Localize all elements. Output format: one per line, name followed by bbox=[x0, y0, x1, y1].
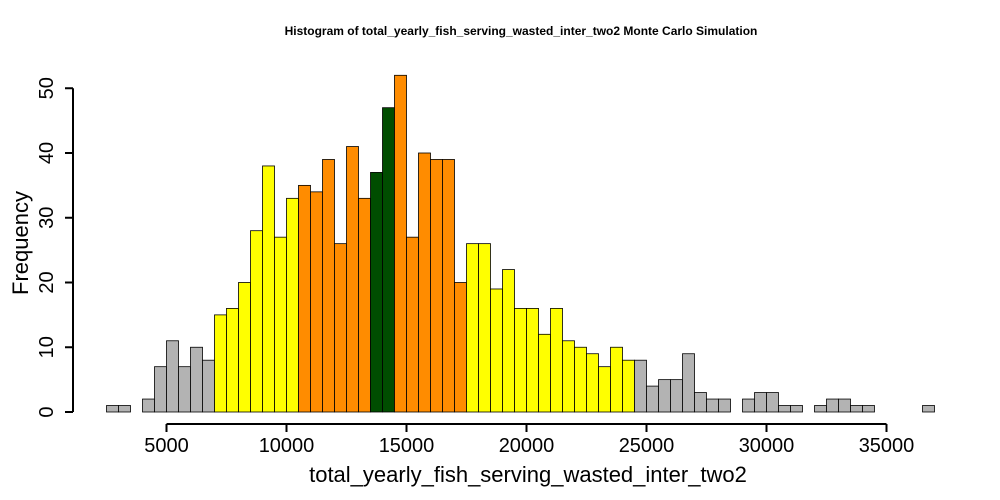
histogram-bar bbox=[394, 74, 407, 413]
histogram-bar bbox=[526, 307, 539, 413]
y-tick-label: 50 bbox=[36, 77, 58, 99]
y-tick-label: 30 bbox=[36, 207, 58, 229]
histogram-bar bbox=[154, 366, 167, 413]
histogram-bar bbox=[478, 243, 491, 413]
histogram-bar bbox=[850, 405, 863, 413]
histogram-bar bbox=[814, 405, 827, 413]
histogram-bar bbox=[646, 385, 659, 413]
histogram-bar bbox=[670, 379, 683, 413]
histogram-bar bbox=[754, 392, 767, 413]
histogram-bar bbox=[190, 346, 203, 413]
histogram-bar bbox=[766, 392, 779, 413]
histogram-bar bbox=[382, 107, 395, 413]
histogram-bar bbox=[682, 353, 695, 413]
x-tick-label: 15000 bbox=[379, 435, 435, 457]
histogram-bar bbox=[310, 191, 323, 413]
histogram-bar bbox=[406, 236, 419, 413]
histogram-bar bbox=[418, 152, 431, 413]
histogram-bar bbox=[598, 366, 611, 413]
y-axis-label: Frequency bbox=[8, 191, 33, 295]
histogram-bar bbox=[586, 353, 599, 413]
histogram-bar bbox=[142, 398, 155, 413]
histogram-bar bbox=[370, 172, 383, 413]
histogram-bar bbox=[430, 159, 443, 413]
y-axis: 0 10 20 30 40 50 bbox=[36, 77, 74, 418]
histogram-bar bbox=[250, 230, 263, 413]
y-tick-label: 10 bbox=[36, 336, 58, 358]
histogram-bar bbox=[634, 359, 647, 413]
histogram-bar bbox=[706, 398, 719, 413]
histogram-bar bbox=[610, 346, 623, 413]
histogram-bar bbox=[862, 405, 875, 413]
bars-group bbox=[106, 74, 935, 413]
histogram-bar bbox=[562, 340, 575, 413]
histogram-bar bbox=[298, 184, 311, 413]
histogram-bar bbox=[274, 236, 287, 413]
x-axis-label: total_yearly_fish_serving_wasted_inter_t… bbox=[309, 462, 747, 487]
histogram-bar bbox=[490, 288, 503, 413]
histogram-bar bbox=[166, 340, 179, 413]
x-tick-label: 30000 bbox=[739, 435, 795, 457]
histogram-bar bbox=[622, 359, 635, 413]
x-tick-label: 25000 bbox=[619, 435, 675, 457]
histogram-bar bbox=[742, 398, 755, 413]
histogram-bar bbox=[658, 379, 671, 413]
x-tick-label: 35000 bbox=[859, 435, 915, 457]
histogram-bar bbox=[322, 159, 335, 413]
histogram-bar bbox=[790, 405, 803, 413]
histogram-bar bbox=[106, 405, 119, 413]
y-tick-label: 40 bbox=[36, 142, 58, 164]
x-axis: 5000 10000 15000 20000 25000 30000 35000 bbox=[144, 423, 915, 457]
histogram-bar bbox=[214, 314, 227, 413]
histogram-bar bbox=[718, 398, 731, 413]
x-tick-label: 10000 bbox=[259, 435, 315, 457]
histogram-bar bbox=[838, 398, 851, 413]
histogram-bar bbox=[694, 392, 707, 413]
histogram-bar bbox=[334, 243, 347, 413]
histogram-bar bbox=[286, 197, 299, 413]
histogram-bar bbox=[202, 359, 215, 413]
histogram-bar bbox=[778, 405, 791, 413]
histogram-bar bbox=[238, 282, 251, 413]
histogram-bar bbox=[574, 346, 587, 413]
histogram-bar bbox=[538, 333, 551, 413]
histogram-bar bbox=[550, 307, 563, 413]
histogram-bar bbox=[454, 282, 467, 413]
histogram-bar bbox=[442, 159, 455, 413]
histogram-bar bbox=[358, 197, 371, 413]
histogram-bar bbox=[826, 398, 839, 413]
histogram-bar bbox=[514, 307, 527, 413]
histogram-bar bbox=[502, 269, 515, 413]
y-tick-label: 20 bbox=[36, 271, 58, 293]
histogram-bar bbox=[922, 405, 935, 413]
x-tick-label: 5000 bbox=[144, 435, 189, 457]
histogram-bar bbox=[178, 366, 191, 413]
histogram-bar bbox=[346, 146, 359, 413]
histogram-bar bbox=[466, 243, 479, 413]
histogram-bar bbox=[118, 405, 131, 413]
chart-title: Histogram of total_yearly_fish_serving_w… bbox=[285, 24, 758, 38]
y-tick-label: 0 bbox=[36, 406, 58, 417]
histogram-bar bbox=[226, 307, 239, 413]
histogram-bar bbox=[262, 165, 275, 413]
x-tick-label: 20000 bbox=[499, 435, 555, 457]
